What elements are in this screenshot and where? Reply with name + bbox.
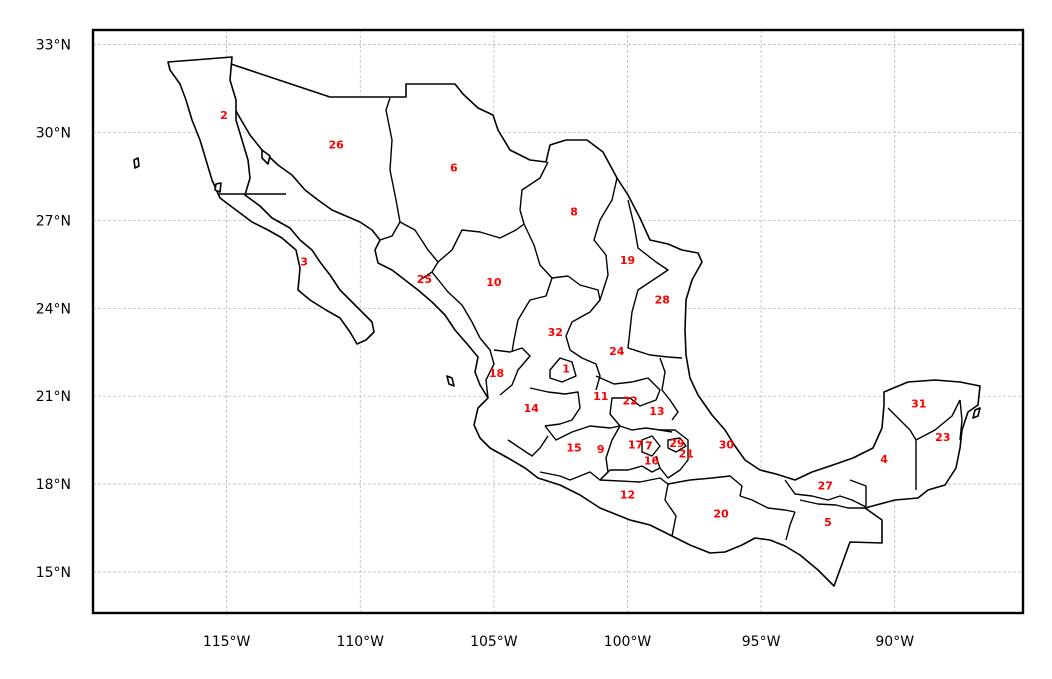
border-nay-jal bbox=[493, 347, 531, 396]
state-label-2: 2 bbox=[220, 109, 228, 122]
state-label-25: 25 bbox=[417, 273, 432, 286]
y-tick-label: 21°N bbox=[36, 389, 71, 405]
border-cdmx bbox=[641, 435, 661, 457]
state-label-32: 32 bbox=[548, 326, 563, 339]
state-label-10: 10 bbox=[486, 276, 502, 289]
border-tlax bbox=[667, 437, 687, 453]
state-label-29: 29 bbox=[669, 437, 684, 450]
state-label-5: 5 bbox=[824, 516, 832, 529]
border-jal-mich bbox=[507, 435, 549, 457]
border-son-chih bbox=[379, 97, 401, 241]
border-mich-gro bbox=[539, 469, 611, 481]
border-slp-ver bbox=[659, 357, 679, 421]
x-tick-label: 115°W bbox=[203, 634, 251, 650]
state-label-3: 3 bbox=[300, 255, 308, 268]
state-label-30: 30 bbox=[719, 439, 735, 452]
border-coah-zac bbox=[565, 275, 601, 351]
border-tab-chis bbox=[799, 499, 866, 509]
y-tick-label: 18°N bbox=[36, 477, 71, 493]
border-yuc-qroo bbox=[959, 399, 963, 441]
island-marias bbox=[446, 375, 455, 387]
x-tick-label: 100°W bbox=[604, 634, 652, 650]
y-tick-label: 24°N bbox=[36, 301, 71, 317]
state-borders bbox=[218, 97, 963, 541]
state-label-6: 6 bbox=[450, 162, 458, 175]
state-label-17: 17 bbox=[628, 439, 643, 452]
y-tick-label: 30°N bbox=[36, 126, 71, 142]
state-label-27: 27 bbox=[818, 480, 833, 493]
mainland-outline bbox=[224, 61, 981, 587]
country-outline-mexico bbox=[133, 56, 981, 587]
border-chih-coah bbox=[437, 161, 549, 263]
axis-ticks: 115°W 110°W 105°W 100°W 95°W 90°W 15°N 18°N 21°N… bbox=[36, 38, 914, 650]
baja-peninsula-outline bbox=[167, 56, 375, 345]
border-nay bbox=[479, 337, 495, 399]
state-label-16: 16 bbox=[644, 455, 660, 468]
x-tick-label: 110°W bbox=[336, 634, 384, 650]
border-pue-oax bbox=[667, 475, 743, 497]
y-tick-label: 27°N bbox=[36, 213, 71, 229]
state-label-9: 9 bbox=[597, 443, 605, 456]
x-tick-label: 90°W bbox=[875, 634, 914, 650]
state-label-15: 15 bbox=[566, 441, 581, 454]
border-dgo-sin bbox=[431, 271, 481, 339]
border-gto-mich bbox=[544, 425, 621, 441]
border-chih-sin bbox=[399, 221, 439, 281]
state-label-21: 21 bbox=[679, 447, 694, 460]
island-cozumel bbox=[972, 407, 981, 419]
state-label-28: 28 bbox=[655, 294, 670, 307]
state-label-13: 13 bbox=[649, 405, 664, 418]
border-zac-slp bbox=[569, 349, 601, 391]
island-gulf-2 bbox=[261, 149, 271, 165]
y-tick-label: 33°N bbox=[36, 38, 71, 54]
state-label-23: 23 bbox=[935, 431, 950, 444]
state-label-1: 1 bbox=[562, 362, 570, 375]
island-guadalupe bbox=[133, 157, 140, 169]
state-label-26: 26 bbox=[329, 138, 345, 151]
border-ver-oax bbox=[739, 495, 796, 513]
border-slp-qro bbox=[595, 375, 661, 427]
y-tick-label: 15°N bbox=[36, 565, 71, 581]
state-labels: 1234567891011121314151617181920212223242… bbox=[220, 109, 950, 529]
map-frame bbox=[91, 28, 1025, 615]
state-label-4: 4 bbox=[880, 453, 888, 466]
border-zac-dgo bbox=[511, 277, 553, 353]
x-tick-label: 95°W bbox=[742, 634, 781, 650]
state-label-18: 18 bbox=[489, 367, 504, 380]
border-camp-yuc bbox=[887, 399, 961, 441]
border-jal-gto bbox=[529, 387, 581, 427]
state-label-24: 24 bbox=[609, 345, 625, 358]
border-nl-tamps bbox=[627, 199, 683, 359]
x-tick-label: 105°W bbox=[470, 634, 518, 650]
state-label-14: 14 bbox=[524, 402, 540, 415]
border-ver-tab bbox=[784, 479, 869, 509]
state-label-12: 12 bbox=[620, 488, 635, 501]
state-label-19: 19 bbox=[620, 254, 635, 267]
state-label-7: 7 bbox=[645, 439, 653, 452]
state-label-8: 8 bbox=[570, 206, 578, 219]
border-dgo-coah bbox=[523, 223, 569, 279]
border-tab-camp bbox=[849, 479, 867, 506]
border-pue bbox=[655, 429, 689, 479]
island-gulf-1 bbox=[214, 182, 222, 193]
border-mex-mor bbox=[610, 465, 661, 473]
state-label-22: 22 bbox=[622, 395, 637, 408]
border-coah-nl bbox=[593, 177, 618, 301]
border-ags bbox=[549, 357, 577, 383]
border-oax-chis bbox=[785, 511, 796, 541]
state-label-20: 20 bbox=[713, 507, 729, 520]
state-label-11: 11 bbox=[593, 390, 608, 403]
state-label-31: 31 bbox=[911, 398, 926, 411]
